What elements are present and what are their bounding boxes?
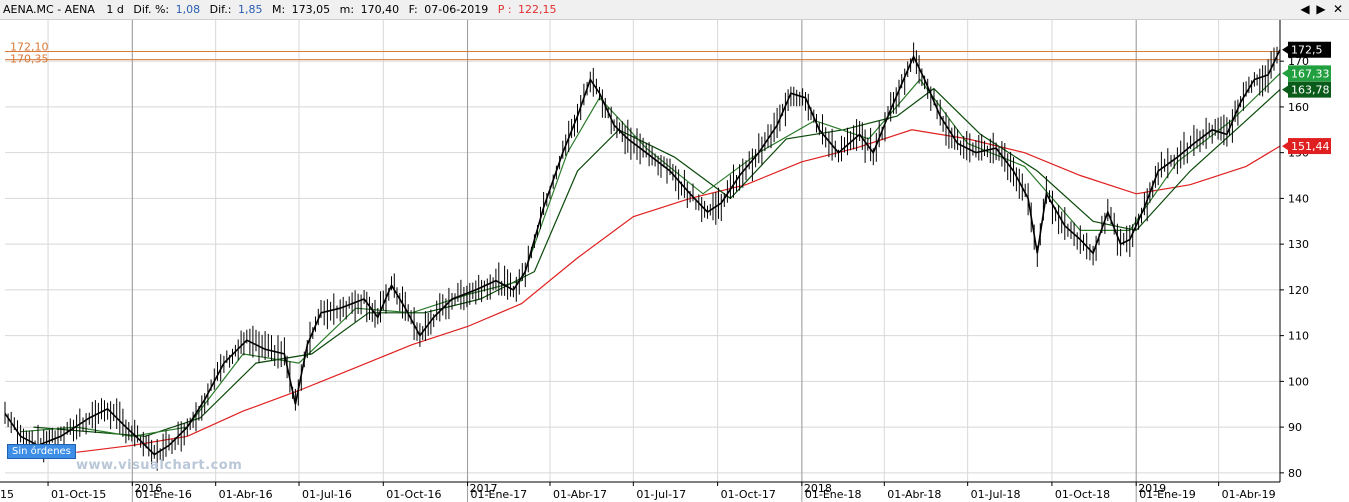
y-tick-label: 90 — [1288, 421, 1302, 434]
price-tag — [1288, 81, 1331, 98]
x-tick-label: 01-Abr-19 — [1222, 488, 1276, 501]
price-tag-label: 172,5 — [1291, 44, 1323, 57]
y-tick-label: 130 — [1288, 238, 1309, 251]
scroll-right-icon[interactable]: ▶ — [1316, 2, 1326, 16]
x-tick-label: 15 — [0, 488, 14, 501]
price-tag-arrow — [1282, 45, 1288, 54]
dif-pct-value: 1,08 — [175, 3, 201, 16]
x-tick-label: 01-Abr-18 — [887, 488, 941, 501]
price-line — [4, 49, 1281, 456]
close-icon[interactable]: ✕ — [1332, 2, 1344, 16]
x-tick-label: 01-Ene-19 — [1139, 488, 1196, 501]
min-value: 170,40 — [360, 3, 400, 16]
dif-pct-label: Dif. %: — [133, 3, 170, 16]
x-tick-label: 01-Ene-16 — [135, 488, 192, 501]
x-tick-label: 01-Oct-16 — [386, 488, 441, 501]
y-tick-label: 170 — [1288, 55, 1309, 68]
p-label: P : — [497, 3, 512, 16]
price-tag-label: 151,44 — [1291, 140, 1330, 153]
price-tag-arrow — [1282, 142, 1288, 151]
sin-ordenes-badge[interactable]: Sin órdenes — [7, 444, 76, 459]
x-tick-label: 01-Oct-17 — [721, 488, 776, 501]
x-tick-label: 01-Abr-16 — [219, 488, 273, 501]
series-line-2 — [33, 87, 1281, 437]
date-value: 07-06-2019 — [424, 3, 489, 16]
year-label: 2017 — [470, 482, 498, 495]
max-value: 173,05 — [291, 3, 331, 16]
y-tick-label: 140 — [1288, 192, 1309, 205]
year-label: 2019 — [1138, 482, 1166, 495]
y-tick-label: 110 — [1288, 330, 1309, 343]
horizontal-line-label: 172,10 — [10, 41, 49, 54]
price-series — [4, 42, 1281, 471]
watermark: www.visualchart.com — [76, 458, 243, 473]
date-label: F: — [408, 3, 418, 16]
price-tag-label: 167,33 — [1291, 67, 1330, 80]
chart-grid — [5, 20, 1280, 502]
y-tick-label: 80 — [1288, 467, 1302, 480]
chart-series — [20, 72, 1281, 453]
max-label: M: — [271, 3, 286, 16]
price-tag — [1288, 65, 1331, 82]
horizontal-line-label: 170,35 — [10, 53, 49, 66]
y-tick-label: 100 — [1288, 375, 1309, 388]
x-tick-label: 01-Ene-17 — [471, 488, 528, 501]
y-tick-label: 120 — [1288, 284, 1309, 297]
symbol-label: AENA.MC - AENA — [3, 3, 95, 16]
y-tick-label: 160 — [1288, 101, 1309, 114]
timeframe-label: 1 d — [106, 3, 124, 16]
x-tick-label: 01-Oct-18 — [1055, 488, 1110, 501]
price-tag-label: 163,78 — [1291, 84, 1330, 97]
x-tick-label: 01-Ene-18 — [805, 488, 862, 501]
min-label: m: — [339, 3, 355, 16]
p-value: 122,15 — [518, 3, 557, 16]
dif-label: Dif.: — [209, 3, 232, 16]
x-axis: 01-Oct-15 01-Ene-16 01-Abr-16 01-Jul-16 01-O… — [0, 481, 1280, 501]
dif-value: 1,85 — [237, 3, 263, 16]
price-tag-arrow — [1282, 69, 1288, 78]
price-tag — [1288, 138, 1331, 155]
x-tick-label: 01-Oct-15 — [51, 488, 106, 501]
x-tick-label: 01-Jul-16 — [302, 488, 352, 501]
scroll-left-icon[interactable]: ◀ — [1300, 2, 1310, 16]
x-tick-label: 01-Jul-18 — [971, 488, 1021, 501]
x-tick-label: 01-Jul-17 — [636, 488, 686, 501]
price-tag-arrow — [1282, 85, 1288, 94]
price-tags: 172,5 167,33 163,78 151,44 — [1282, 41, 1331, 155]
year-label: 2016 — [134, 482, 162, 495]
chart-header-bar: AENA.MC - AENA 1 d Dif. %: 1,08 Dif.: 1,… — [0, 0, 1349, 20]
x-tick-label: 01-Abr-17 — [553, 488, 607, 501]
year-label: 2018 — [804, 482, 832, 495]
price-tag — [1288, 41, 1331, 58]
